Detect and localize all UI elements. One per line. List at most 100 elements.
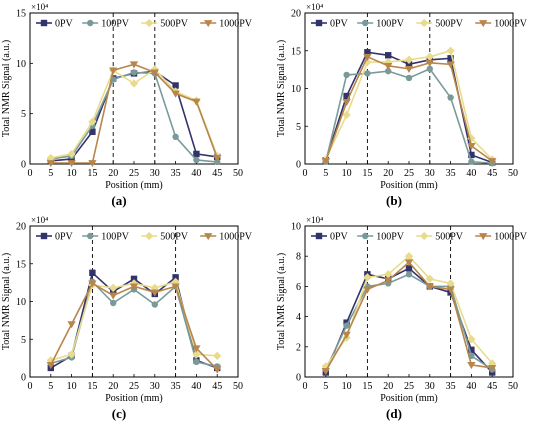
data-point xyxy=(172,82,179,89)
data-point xyxy=(110,299,117,307)
legend-item: 500PV xyxy=(141,232,189,243)
legend-marker xyxy=(420,18,429,28)
legend-label: 0PV xyxy=(55,19,74,30)
data-point xyxy=(404,55,414,64)
axis-exponent-label: ×10⁴ xyxy=(31,215,48,225)
legend-marker xyxy=(479,233,488,241)
y-tick-label: 20 xyxy=(16,222,26,233)
data-point xyxy=(171,90,180,98)
x-tick-label: 15 xyxy=(362,168,372,179)
x-tick-label: 5 xyxy=(323,381,328,392)
data-point xyxy=(446,46,455,55)
y-axis-label: Total NMR Signal (a.u.) xyxy=(1,40,12,137)
x-tick-label: 50 xyxy=(233,381,243,392)
legend-marker xyxy=(420,231,429,241)
data-point xyxy=(343,71,350,79)
y-axis-label: Total NMR Signal (a.u.) xyxy=(276,40,287,137)
data-point xyxy=(468,158,475,165)
data-point xyxy=(193,156,200,164)
data-point xyxy=(129,283,139,291)
x-axis-label: Position (mm) xyxy=(380,180,438,191)
x-tick-label: 35 xyxy=(446,381,456,392)
data-point xyxy=(172,274,179,281)
x-tick-label: 40 xyxy=(466,168,476,179)
data-point xyxy=(342,99,351,107)
x-tick-label: 40 xyxy=(191,381,201,392)
x-tick-label: 35 xyxy=(171,381,181,392)
x-tick-label: 20 xyxy=(108,168,118,179)
legend-item: 100PV xyxy=(82,232,130,243)
x-tick-label: 25 xyxy=(129,168,139,179)
data-point xyxy=(446,286,455,294)
data-point xyxy=(384,270,393,279)
x-tick-label: 45 xyxy=(487,381,497,392)
x-tick-label: 10 xyxy=(342,168,352,179)
data-point xyxy=(213,366,222,374)
legend-marker xyxy=(204,20,213,28)
legend-label: 100PV xyxy=(101,232,130,243)
x-tick-label: 0 xyxy=(303,168,308,179)
data-point xyxy=(192,345,201,353)
axis-exponent-label: ×10⁴ xyxy=(306,215,323,225)
x-tick-label: 30 xyxy=(150,381,160,392)
y-axis-label: Total NMR Signal (a.u.) xyxy=(1,253,12,350)
data-point xyxy=(384,277,393,285)
x-tick-label: 25 xyxy=(404,168,414,179)
legend-item: 100PV xyxy=(357,19,405,30)
data-point xyxy=(404,252,414,261)
data-point xyxy=(468,346,475,354)
data-point xyxy=(425,52,434,61)
data-point xyxy=(89,128,96,135)
x-tick-label: 50 xyxy=(508,168,518,179)
y-tick-label: 0 xyxy=(296,160,301,171)
data-point xyxy=(46,160,55,168)
legend-marker xyxy=(315,232,323,240)
x-tick-label: 40 xyxy=(191,168,201,179)
data-point xyxy=(467,335,476,344)
panel-label: (b) xyxy=(386,193,402,208)
x-tick-label: 30 xyxy=(425,381,435,392)
legend-item: 0PV xyxy=(311,232,349,243)
data-point xyxy=(88,117,97,126)
data-point xyxy=(342,331,351,339)
x-tick-label: 40 xyxy=(466,381,476,392)
series-1000PV xyxy=(321,259,497,376)
x-tick-label: 20 xyxy=(383,381,393,392)
x-tick-label: 0 xyxy=(28,381,33,392)
data-point xyxy=(129,61,139,69)
x-tick-label: 50 xyxy=(233,168,243,179)
y-tick-label: 0 xyxy=(21,373,26,384)
data-point xyxy=(193,358,200,366)
data-point xyxy=(447,55,454,62)
legend-item: 0PV xyxy=(311,19,349,30)
data-point xyxy=(405,265,413,272)
axis-exponent-label: ×10⁴ xyxy=(31,2,48,12)
y-tick-label: 4 xyxy=(296,312,301,323)
legend: 0PV 100PV 500PV 1000PV xyxy=(36,19,253,30)
data-point xyxy=(425,274,434,284)
series-1000PV xyxy=(46,280,222,374)
legend-item: 1000PV xyxy=(475,232,528,243)
panel-label: (a) xyxy=(111,193,126,208)
y-tick-label: 15 xyxy=(16,259,26,270)
y-tick-label: 5 xyxy=(21,109,26,120)
data-point xyxy=(46,153,55,163)
y-tick-label: 15 xyxy=(291,46,301,57)
x-tick-label: 30 xyxy=(425,168,435,179)
data-point xyxy=(89,269,96,277)
y-tick-label: 10 xyxy=(291,222,301,233)
data-point xyxy=(363,273,372,282)
data-point xyxy=(342,110,351,120)
y-tick-label: 20 xyxy=(291,9,301,20)
legend-label: 500PV xyxy=(160,232,189,243)
legend: 0PV 100PV 500PV 1000PV xyxy=(36,232,253,243)
data-point xyxy=(385,52,392,59)
data-point xyxy=(172,133,179,141)
legend-marker xyxy=(87,232,94,240)
data-point xyxy=(405,271,413,278)
data-point xyxy=(321,362,330,371)
x-tick-label: 20 xyxy=(108,381,118,392)
data-point xyxy=(364,70,371,77)
data-point xyxy=(192,350,201,359)
legend-label: 500PV xyxy=(160,19,189,30)
